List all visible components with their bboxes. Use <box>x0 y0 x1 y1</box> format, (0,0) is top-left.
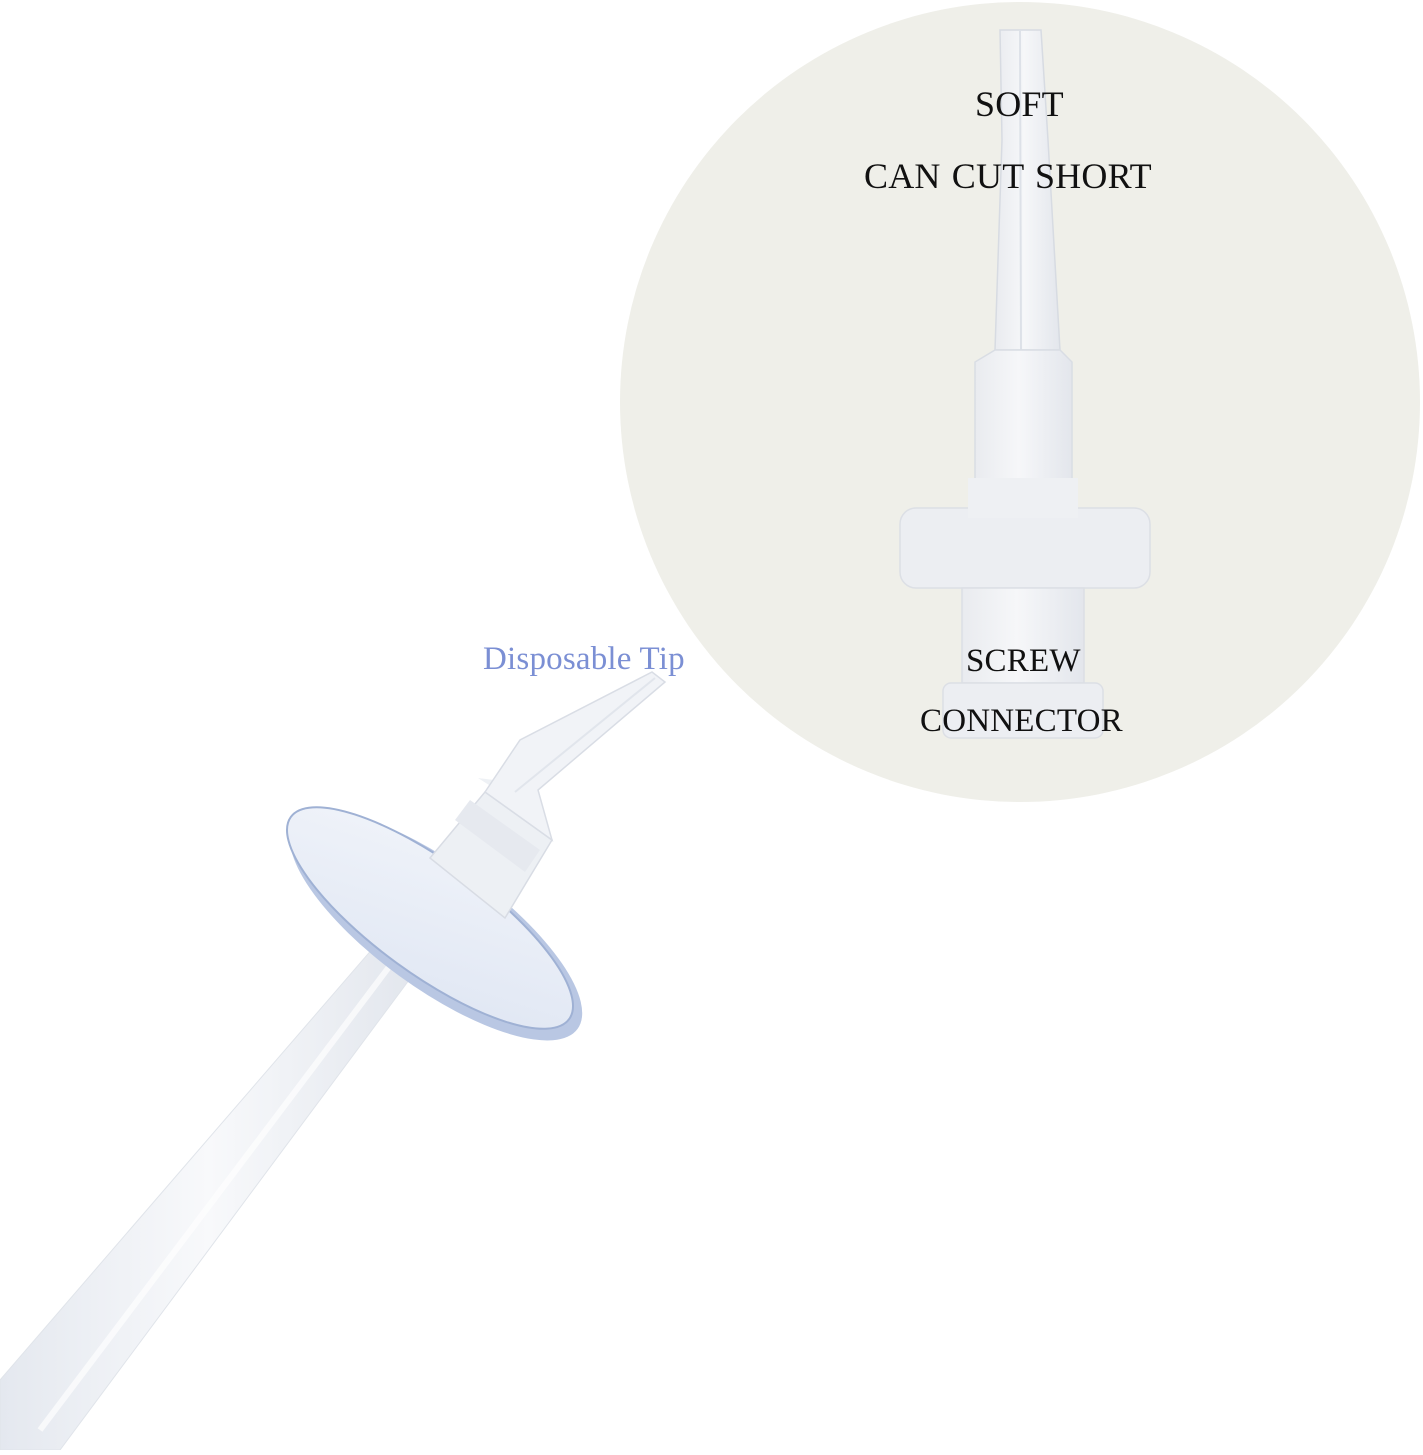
callout-screw-label: SCREW <box>966 643 1081 679</box>
callout-soft-label: SOFT <box>975 84 1064 124</box>
disposable-tip <box>483 671 667 842</box>
applicator-tube <box>0 939 419 1451</box>
callout-connector-label: CONNECTOR <box>920 703 1123 739</box>
callout-cut-short-label: CAN CUT SHORT <box>864 156 1152 196</box>
disposable-tip-label: Disposable Tip <box>483 641 685 677</box>
magnified-tip <box>899 29 1151 739</box>
